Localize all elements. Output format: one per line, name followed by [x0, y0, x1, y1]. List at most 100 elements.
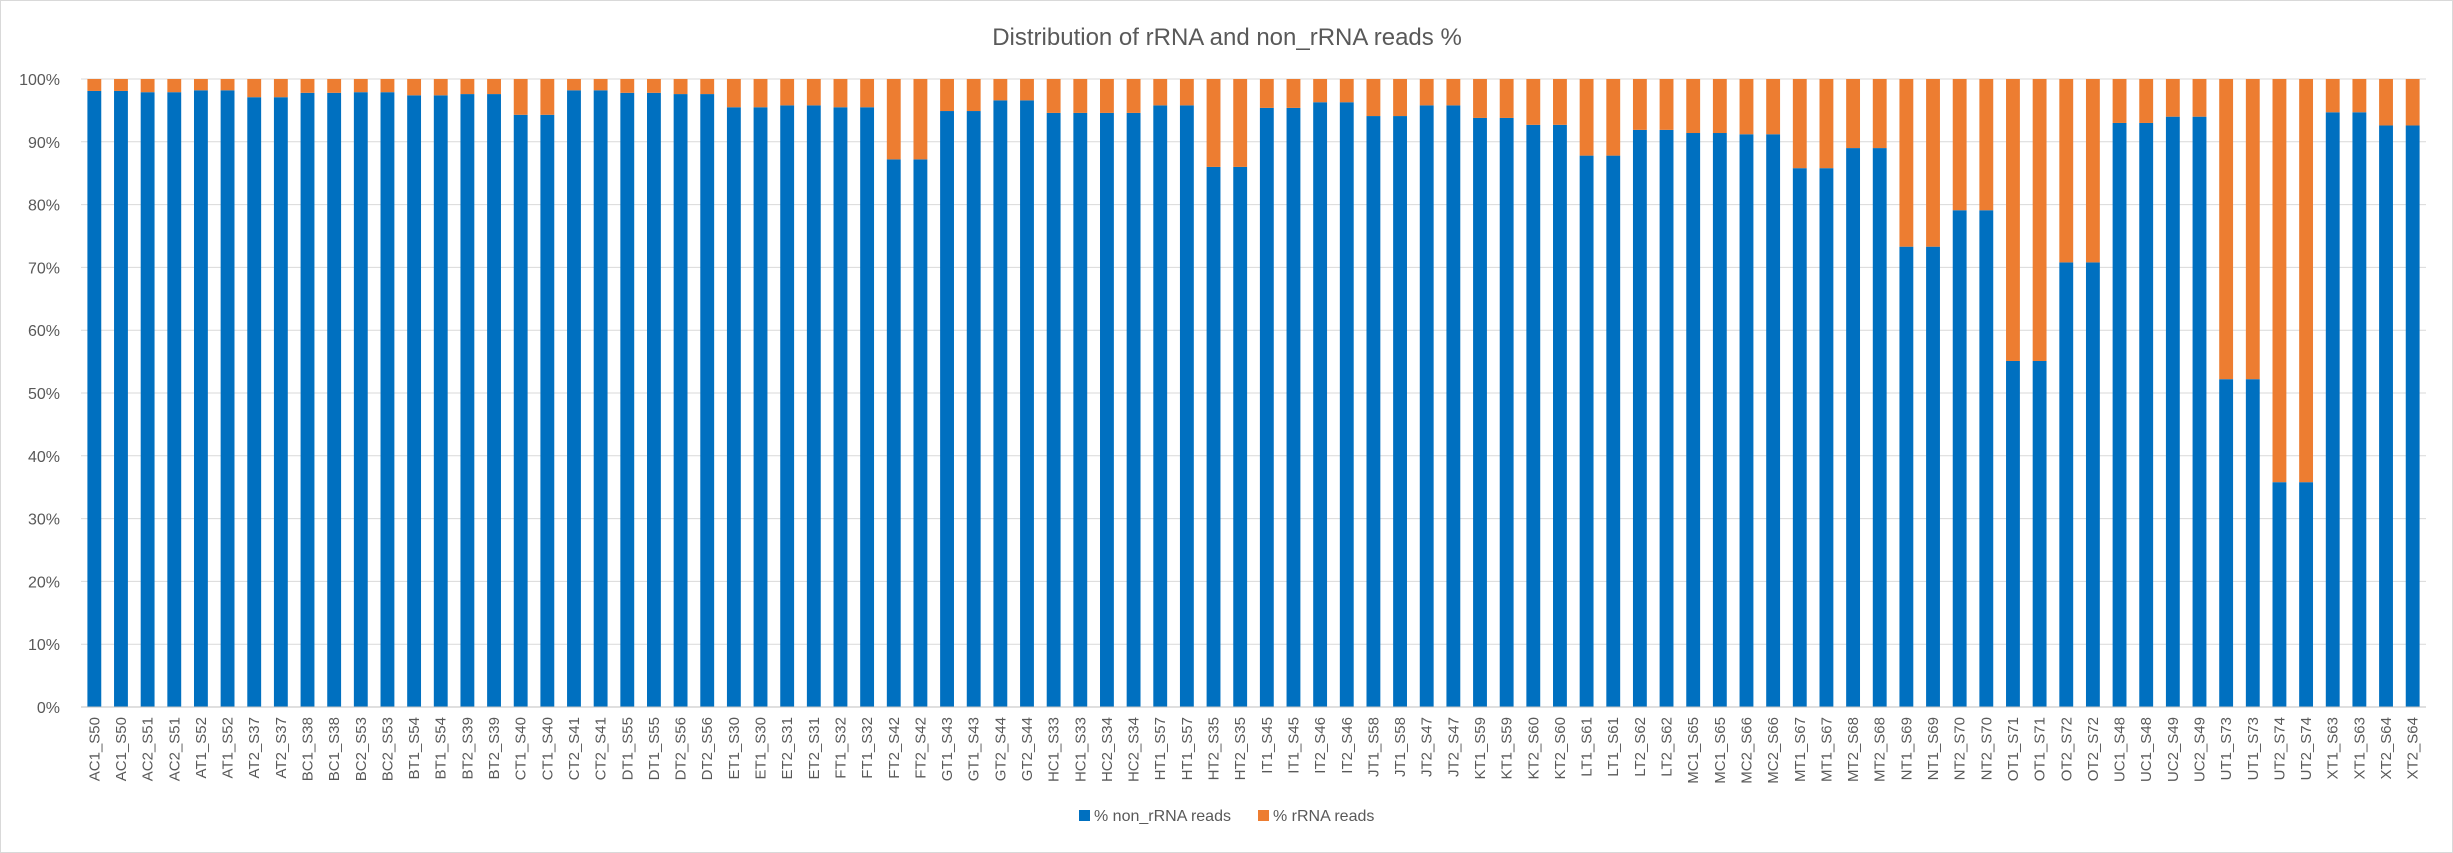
bar-rrna: [620, 79, 635, 93]
bar-non-rrna: [1899, 246, 1914, 707]
x-tick-label: AT2_S37: [246, 717, 263, 778]
bar-rrna: [1419, 79, 1434, 106]
bar-rrna: [327, 79, 342, 93]
bar-non-rrna: [1286, 107, 1301, 707]
bar-non-rrna: [2192, 116, 2207, 708]
x-tick-label: BT2_S39: [459, 717, 476, 780]
bar-non-rrna: [753, 107, 768, 707]
bar-rrna: [1259, 79, 1274, 108]
x-tick-label: BT1_S54: [406, 717, 423, 780]
bar-rrna: [2299, 79, 2314, 483]
bar-non-rrna: [540, 114, 555, 708]
x-tick-label: JT2_S47: [1419, 717, 1436, 777]
x-tick-label: OT2_S72: [2058, 717, 2075, 781]
x-tick-label: MC2_S66: [1738, 717, 1755, 784]
bar-rrna: [2032, 79, 2047, 361]
bar-rrna: [1739, 79, 1754, 135]
bar-rrna: [1046, 79, 1061, 113]
bar-non-rrna: [1020, 100, 1034, 708]
bar-non-rrna: [1366, 116, 1381, 708]
legend-label: % non_rRNA reads: [1094, 808, 1231, 825]
bar-non-rrna: [2032, 360, 2047, 707]
bar-non-rrna: [2165, 116, 2180, 708]
x-tick-label: OT1_S71: [2032, 717, 2049, 781]
x-tick-label: HC1_S33: [1046, 717, 1063, 782]
bar-non-rrna: [513, 114, 528, 708]
x-tick-label: DT1_S55: [619, 717, 636, 780]
bar-non-rrna: [833, 107, 848, 707]
bar-rrna: [2219, 79, 2234, 380]
x-tick-label: KT2_S60: [1552, 717, 1569, 780]
bar-non-rrna: [1153, 105, 1168, 707]
x-tick-label: JT1_S58: [1392, 717, 1409, 777]
bar-non-rrna: [353, 92, 368, 707]
bar-non-rrna: [1766, 134, 1781, 707]
x-tick-label: UT1_S73: [2245, 717, 2262, 780]
bar-non-rrna: [647, 92, 661, 707]
bar-rrna: [2352, 79, 2367, 113]
bar-non-rrna: [1712, 133, 1727, 707]
bar-rrna: [1766, 79, 1781, 135]
bar-non-rrna: [1393, 116, 1407, 708]
bar-rrna: [2059, 79, 2074, 263]
bar-rrna: [1366, 79, 1381, 117]
x-tick-label: KT1_S59: [1472, 717, 1489, 780]
bar-non-rrna: [1046, 112, 1061, 707]
bar-non-rrna: [1553, 124, 1567, 708]
bar-non-rrna: [2379, 125, 2393, 708]
x-tick-label: ET1_S30: [753, 717, 770, 780]
bar-rrna: [1526, 79, 1541, 125]
bar-non-rrna: [993, 100, 1008, 708]
x-tick-label: GT1_S43: [939, 717, 956, 781]
legend: % non_rRNA reads % rRNA reads: [1079, 808, 1374, 825]
y-tick-label: 100%: [19, 72, 60, 89]
x-tick-label: LT2_S62: [1659, 717, 1676, 777]
x-tick-label: XT2_S64: [2378, 717, 2395, 780]
bar-non-rrna: [940, 111, 954, 707]
bar-rrna: [1899, 79, 1914, 247]
bar-non-rrna: [193, 90, 208, 708]
bar-non-rrna: [1846, 148, 1861, 707]
x-tick-label: UT2_S74: [2298, 717, 2315, 780]
x-tick-label: MC1_S65: [1712, 717, 1729, 784]
bar-rrna: [1313, 79, 1328, 103]
bar-non-rrna: [726, 107, 741, 707]
bar-non-rrna: [114, 90, 128, 708]
bar-rrna: [1073, 79, 1088, 113]
bar-non-rrna: [860, 107, 875, 707]
legend-swatch: [1258, 810, 1269, 821]
x-tick-label: HT1_S57: [1179, 717, 1196, 780]
bar-non-rrna: [2405, 125, 2420, 708]
x-tick-label: UT2_S74: [2271, 717, 2288, 780]
bar-rrna: [806, 79, 821, 106]
y-tick-label: 90%: [28, 135, 60, 152]
bar-rrna: [380, 79, 395, 93]
x-axis-ticks: AC1_S50 AC1_S50 AC2_S51 AC2_S51 AT1_S52 AT1_S…: [86, 717, 2421, 784]
bar-non-rrna: [1739, 134, 1754, 707]
y-tick-label: 20%: [28, 574, 60, 591]
x-tick-label: AC1_S50: [86, 717, 103, 781]
x-tick-label: GT2_S44: [992, 717, 1009, 781]
bar-non-rrna: [1473, 117, 1487, 707]
bar-rrna: [2192, 79, 2207, 117]
bar-non-rrna: [2006, 360, 2020, 707]
bar-rrna: [2379, 79, 2393, 126]
bar-non-rrna: [1606, 155, 1621, 707]
bar-rrna: [1819, 79, 1834, 169]
bar-non-rrna: [2272, 482, 2287, 707]
bar-rrna: [1606, 79, 1621, 156]
x-tick-label: IT1_S45: [1259, 717, 1276, 774]
x-tick-label: DT2_S56: [699, 717, 716, 780]
bar-non-rrna: [1233, 166, 1248, 708]
bar-non-rrna: [1126, 112, 1141, 707]
x-tick-label: UT1_S73: [2218, 717, 2235, 780]
y-tick-label: 10%: [28, 637, 60, 654]
x-tick-label: NT2_S70: [1978, 717, 1995, 780]
x-tick-label: XT1_S63: [2351, 717, 2368, 780]
bar-rrna: [1686, 79, 1701, 134]
x-tick-label: CT2_S41: [566, 717, 583, 780]
bar-rrna: [1872, 79, 1887, 149]
x-tick-label: CT2_S41: [593, 717, 610, 780]
bar-non-rrna: [460, 94, 475, 707]
bar-non-rrna: [1926, 246, 1940, 707]
